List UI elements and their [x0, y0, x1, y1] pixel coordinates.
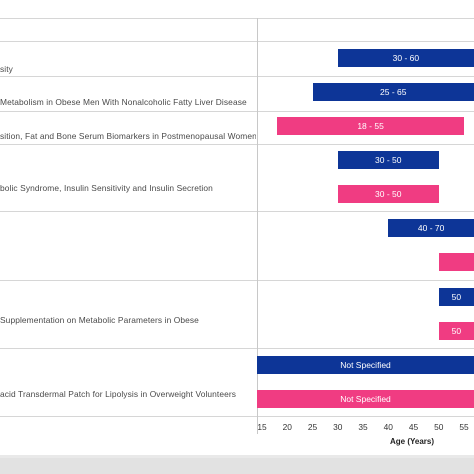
- bar-mark: [438, 253, 474, 271]
- group-divider: [0, 41, 474, 42]
- bar-mark: 30 - 50: [337, 151, 439, 169]
- bar-data-label: Not Specified: [340, 360, 391, 370]
- chart-footer-band: [0, 458, 474, 474]
- bar-mark: 50: [438, 322, 474, 340]
- row-label: Supplementation on Metabolic Parameters …: [0, 315, 199, 325]
- bar-data-label: 30 - 50: [375, 155, 402, 165]
- group-divider: [0, 76, 474, 77]
- row-label: sity: [0, 64, 13, 74]
- group-divider: [0, 280, 474, 281]
- row-label: sition, Fat and Bone Serum Biomarkers in…: [0, 131, 256, 141]
- bar-mark: 30 - 50: [337, 185, 439, 203]
- bar-data-label: 18 - 55: [357, 121, 384, 131]
- bar-mark: 50: [438, 288, 474, 306]
- x-tick-label: 20: [282, 422, 292, 432]
- bar-data-label: 40 - 70: [417, 223, 445, 233]
- bar-mark: 30 - 60: [337, 49, 474, 67]
- axis-divider: [257, 18, 258, 434]
- group-divider: [0, 211, 474, 212]
- chart-top-bar: [0, 0, 474, 18]
- row-label: Metabolism in Obese Men With Nonalcoholi…: [0, 97, 247, 107]
- x-tick-label: 45: [408, 422, 419, 432]
- bar-mark: Not Specified: [257, 390, 474, 408]
- row-label: bolic Syndrome, Insulin Sensitivity and …: [0, 183, 213, 193]
- x-tick-label: 40: [383, 422, 393, 432]
- bar-data-label: 50: [451, 326, 462, 336]
- x-tick-label: 35: [358, 422, 368, 432]
- bar-mark: 25 - 65: [312, 83, 474, 101]
- group-divider: [0, 416, 474, 417]
- x-tick-label: 50: [434, 422, 444, 432]
- x-tick-label: 55: [459, 422, 469, 432]
- bar-mark: 40 - 70: [388, 219, 474, 237]
- group-divider: [0, 18, 474, 19]
- x-axis-title: Age (Years): [389, 437, 435, 446]
- group-divider: [0, 144, 474, 145]
- x-tick-label: 15: [257, 422, 267, 432]
- bar-mark: Not Specified: [257, 356, 474, 374]
- bar-data-label: 50: [451, 292, 462, 302]
- bar-data-label: 25 - 65: [380, 87, 407, 97]
- group-divider: [0, 348, 474, 349]
- bar-data-label: 30 - 50: [375, 189, 402, 199]
- bar-mark: 18 - 55: [277, 117, 464, 135]
- x-tick-label: 30: [333, 422, 343, 432]
- x-tick-label: 25: [307, 422, 318, 432]
- row-label: acid Transdermal Patch for Lipolysis in …: [0, 389, 237, 399]
- group-divider: [0, 111, 474, 112]
- bar-data-label: 30 - 60: [392, 53, 420, 63]
- bar-data-label: Not Specified: [340, 394, 391, 404]
